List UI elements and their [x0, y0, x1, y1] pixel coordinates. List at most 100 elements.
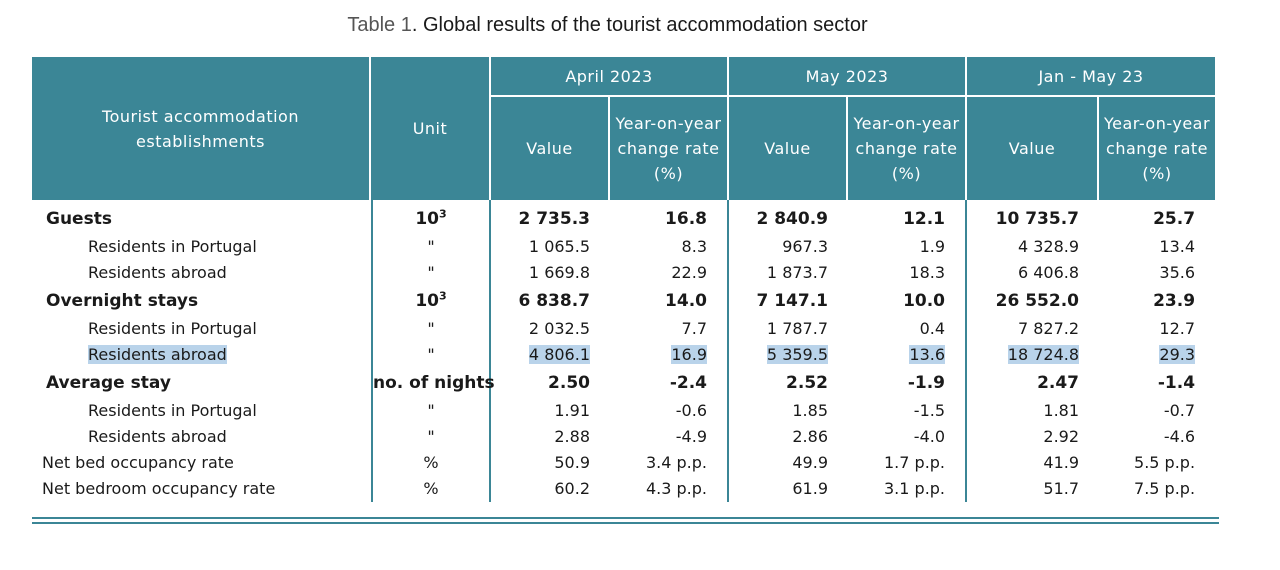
- row-unit: ": [371, 342, 491, 368]
- cell-value: 1.91: [554, 401, 590, 420]
- cell-rate: 29.3: [1099, 342, 1215, 368]
- table-row: Net bed occupancy rate % 50.9 3.4 p.p. 4…: [32, 450, 1215, 476]
- selection-highlight[interactable]: 5 359.5: [766, 345, 828, 364]
- cell-rate: 7.7: [610, 316, 729, 342]
- selection-highlight[interactable]: 16.9: [671, 345, 707, 364]
- row-label: Residents abroad: [88, 427, 227, 446]
- cell-rate: 13.4: [1159, 237, 1196, 256]
- cell-value: 5 359.5: [729, 342, 848, 368]
- selection-highlight[interactable]: 29.3: [1159, 345, 1196, 364]
- cell-value: 2 840.9: [756, 209, 828, 229]
- table-bottom-rule: [32, 517, 1219, 519]
- table-title: Table 1. Global results of the tourist a…: [0, 14, 1215, 37]
- cell-rate: 1.9: [848, 234, 968, 260]
- row-label: Net bedroom occupancy rate: [42, 479, 276, 498]
- table-caption: . Global results of the tourist accommod…: [411, 14, 868, 36]
- cell-rate: 4.3 p.p.: [610, 476, 729, 502]
- cell-rate: 0.4: [848, 316, 968, 342]
- cell-rate: 3.4 p.p.: [610, 450, 729, 476]
- cell-rate: -4.6: [1163, 427, 1196, 446]
- cell-value: 1 669.8: [528, 263, 590, 282]
- cell-rate: 25.7: [1153, 209, 1196, 229]
- cell-rate: 16.8: [610, 200, 729, 234]
- cell-value: 4 806.1: [491, 342, 610, 368]
- row-label: Average stay: [46, 373, 171, 393]
- row-label: Residents abroad: [88, 263, 227, 282]
- table-number: Table 1: [347, 14, 412, 36]
- cell-rate: 16.9: [610, 342, 729, 368]
- table-row: Residents in Portugal " 1.91 -0.6 1.85 -…: [32, 398, 1215, 424]
- cell-rate: 1.7 p.p.: [848, 450, 968, 476]
- cell-rate: 22.9: [610, 260, 729, 286]
- header-period-april: April 2023: [491, 57, 729, 97]
- row-label: Residents in Portugal: [88, 401, 257, 420]
- cell-value: 967.3: [782, 237, 828, 256]
- cell-value: 1 873.7: [766, 263, 828, 282]
- cell-rate: -0.6: [610, 398, 729, 424]
- cell-rate: -1.9: [848, 368, 968, 398]
- cell-value: 41.9: [1043, 453, 1080, 472]
- row-label: Net bed occupancy rate: [42, 453, 234, 472]
- row-unit: ": [371, 316, 491, 342]
- cell-value: 7 827.2: [1017, 319, 1080, 338]
- cell-value: 18 724.8: [967, 342, 1099, 368]
- cell-value: 2.92: [1043, 427, 1080, 446]
- row-unit: ": [371, 234, 491, 260]
- cell-rate: 8.3: [610, 234, 729, 260]
- cell-rate: -4.9: [610, 424, 729, 450]
- cell-rate: 14.0: [610, 286, 729, 316]
- results-table: Tourist accommodation establishments Uni…: [32, 57, 1216, 502]
- row-unit: %: [371, 450, 491, 476]
- cell-rate: 18.3: [848, 260, 968, 286]
- cell-value: 49.9: [792, 453, 828, 472]
- header-rate: Year-on-year change rate (%): [1099, 97, 1216, 200]
- cell-rate: 23.9: [1153, 291, 1196, 311]
- row-label: Residents in Portugal: [88, 237, 257, 256]
- cell-value: 2.86: [792, 427, 828, 446]
- cell-value: 7 147.1: [756, 291, 828, 311]
- row-label: Guests: [46, 209, 112, 229]
- table-row: Residents in Portugal " 1 065.5 8.3 967.…: [32, 234, 1215, 260]
- cell-value: 51.7: [1043, 479, 1080, 498]
- cell-rate: -4.0: [848, 424, 968, 450]
- cell-rate: 35.6: [1159, 263, 1196, 282]
- row-unit: 103: [371, 286, 491, 316]
- table-row: Residents abroad " 1 669.8 22.9 1 873.7 …: [32, 260, 1215, 286]
- cell-rate: -1.5: [848, 398, 968, 424]
- row-unit: ": [371, 260, 491, 286]
- cell-value: 2 032.5: [528, 319, 590, 338]
- cell-value: 1.81: [1043, 401, 1080, 420]
- cell-rate: -0.7: [1163, 401, 1196, 420]
- table-bottom-rule: [32, 522, 1219, 524]
- cell-rate: 7.5 p.p.: [1134, 479, 1196, 498]
- table-row: Net bedroom occupancy rate % 60.2 4.3 p.…: [32, 476, 1215, 502]
- selection-highlight[interactable]: 18 724.8: [1007, 345, 1080, 364]
- table-row: Residents in Portugal " 2 032.5 7.7 1 78…: [32, 316, 1215, 342]
- cell-rate: -2.4: [610, 368, 729, 398]
- table-row: Guests 103 2 735.3 16.8 2 840.9 12.1 10 …: [32, 200, 1215, 234]
- header-value: Value: [729, 97, 848, 200]
- cell-rate: 10.0: [848, 286, 968, 316]
- cell-value: 4 328.9: [1017, 237, 1080, 256]
- selection-highlight[interactable]: 4 806.1: [528, 345, 590, 364]
- row-unit: %: [371, 476, 491, 502]
- cell-rate: 3.1 p.p.: [848, 476, 968, 502]
- cell-value: 26 552.0: [995, 291, 1080, 311]
- cell-rate: -1.4: [1157, 373, 1196, 393]
- cell-value: 6 838.7: [518, 291, 590, 311]
- selection-highlight[interactable]: Residents abroad: [88, 345, 227, 364]
- table-row: Average stay no. of nights 2.50 -2.4 2.5…: [32, 368, 1215, 398]
- row-unit: no. of nights: [371, 368, 495, 398]
- table-row: Residents abroad " 2.88 -4.9 2.86 -4.0 2…: [32, 424, 1215, 450]
- selection-highlight[interactable]: 13.6: [909, 345, 946, 364]
- cell-rate: 13.6: [848, 342, 968, 368]
- cell-value: 2.52: [786, 373, 828, 393]
- header-establishments: Tourist accommodation establishments: [32, 57, 371, 200]
- cell-rate: 12.1: [848, 200, 968, 234]
- row-label: Residents abroad: [32, 342, 371, 368]
- header-rate: Year-on-year change rate (%): [848, 97, 968, 200]
- header-value: Value: [967, 97, 1100, 200]
- row-label: Residents in Portugal: [88, 319, 257, 338]
- cell-value: 2 735.3: [518, 209, 590, 229]
- row-unit: ": [371, 398, 491, 424]
